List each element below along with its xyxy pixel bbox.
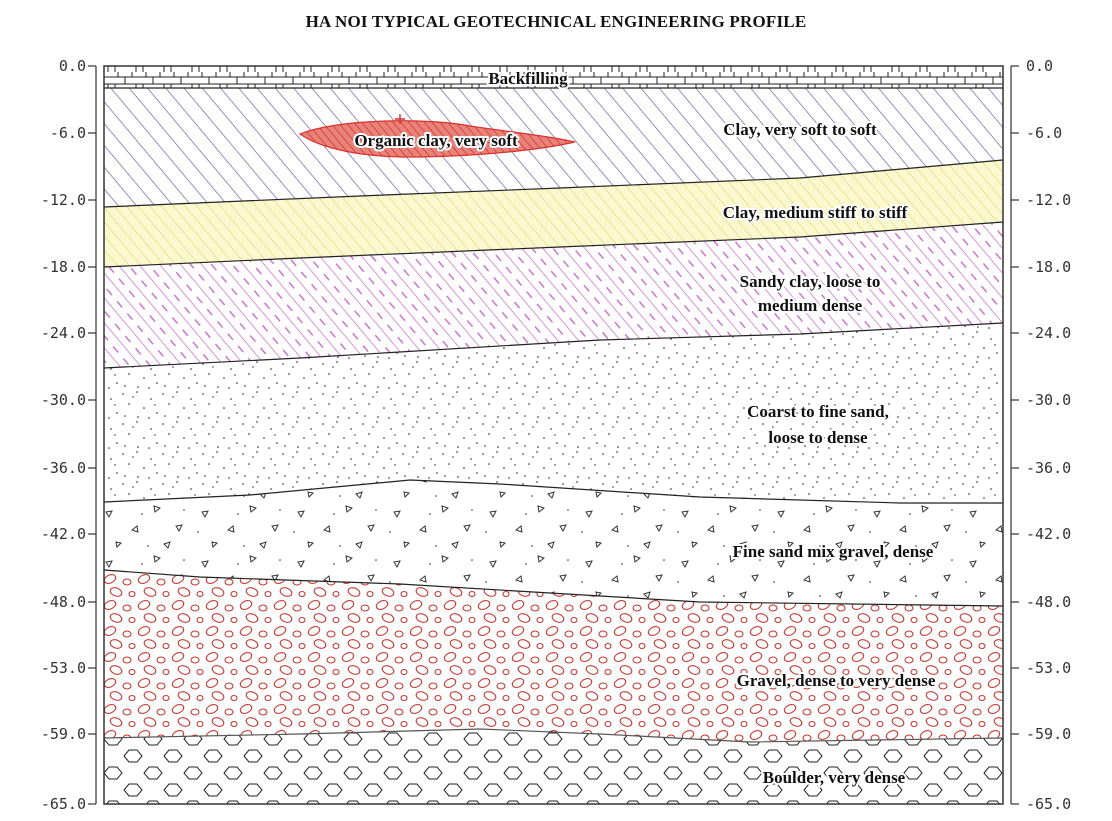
left-tick-label: -48.0: [41, 593, 86, 611]
layer-boundary: [103, 728, 1004, 743]
layer-clay_stiff: [104, 160, 1003, 267]
left-tick-label: -12.0: [41, 191, 86, 209]
left-tick-label: -53.0: [41, 659, 86, 677]
label-clay-soft: Clay, very soft to soft: [723, 120, 877, 139]
profile-frame: [103, 65, 1004, 805]
layer-clay_soft: [104, 88, 1003, 207]
right-tick-label: -53.0: [1026, 659, 1071, 677]
label-backfilling: Backfilling: [488, 69, 568, 88]
right-tick-label: -18.0: [1026, 258, 1071, 276]
right-tick-label: -24.0: [1026, 324, 1071, 342]
layer-boundary: [103, 479, 1003, 504]
layer-sandy_clay: [104, 222, 1003, 368]
label-sand-gravel: Fine sand mix gravel, dense: [733, 542, 934, 561]
layer-boundary: [103, 322, 1004, 369]
layer-boundary: [103, 221, 1004, 268]
label-sandy-clay: Sandy clay, loose to: [740, 272, 881, 291]
right-tick-label: -12.0: [1026, 191, 1071, 209]
left-depth-axis: 0.0 -6.0 -12.0 -18.0 -24.0 -30.0 -36.0 -42.0 -48…: [41, 57, 96, 813]
right-tick-label: -59.0: [1026, 725, 1071, 743]
lens-marker: [395, 114, 405, 124]
label-organic: Organic clay, very soft: [354, 131, 518, 150]
layer-organic-lens: [298, 120, 576, 158]
layer-boundary: [103, 569, 1004, 607]
label-boulder: Boulder, very dense: [763, 768, 906, 787]
left-tick-label: -6.0: [50, 124, 86, 142]
left-tick-label: -42.0: [41, 525, 86, 543]
left-tick-label: -59.0: [41, 725, 86, 743]
label-sand: Coarst to fine sand,: [747, 402, 889, 421]
label-clay-stiff: Clay, medium stiff to stiff: [723, 203, 908, 222]
right-depth-axis: 0.0 -6.0 -12.0 -18.0 -24.0 -30.0 -36.0 -42.0 -48…: [1011, 57, 1071, 813]
label-gravel: Gravel, dense to very dense: [737, 671, 936, 690]
right-tick-label: -30.0: [1026, 391, 1071, 409]
profile-title: HA NOI TYPICAL GEOTECHNICAL ENGINEERING …: [305, 12, 807, 31]
layer-boundary: [103, 159, 1004, 208]
right-tick-label: -36.0: [1026, 459, 1071, 477]
left-tick-label: -30.0: [41, 391, 86, 409]
soil-layers: [95, 65, 1012, 805]
right-tick-label: -65.0: [1026, 795, 1071, 813]
left-tick-label: -24.0: [41, 324, 86, 342]
left-tick-label: 0.0: [59, 57, 86, 75]
layer-sand: [104, 323, 1003, 503]
layer-labels: Backfilling Clay, very soft to soft Organi…: [352, 67, 938, 789]
left-tick-label: -18.0: [41, 258, 86, 276]
layer-boulder: [104, 729, 1003, 804]
layer-gravel: [104, 570, 1003, 742]
layer-backfilling: [104, 66, 1003, 88]
left-tick-label: -65.0: [41, 795, 86, 813]
right-tick-label: 0.0: [1026, 57, 1053, 75]
right-tick-label: -42.0: [1026, 525, 1071, 543]
label-sandy-clay: medium dense: [758, 296, 863, 315]
layer-sand_gravel: [104, 480, 1003, 606]
right-tick-label: -6.0: [1026, 124, 1062, 142]
right-tick-label: -48.0: [1026, 593, 1071, 611]
left-tick-label: -36.0: [41, 459, 86, 477]
label-sand: loose to dense: [768, 428, 868, 447]
